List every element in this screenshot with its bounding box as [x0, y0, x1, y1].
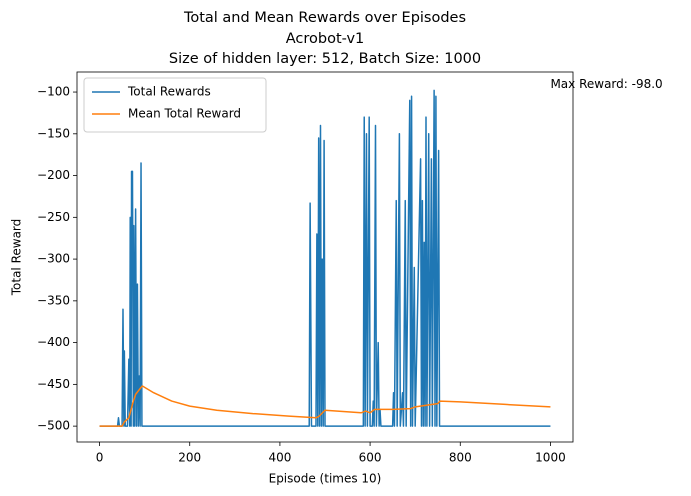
y-tick-label: −450	[37, 377, 70, 391]
series-line	[99, 89, 551, 427]
y-axis-label: Total Reward	[10, 219, 24, 297]
y-tick-label: −100	[37, 85, 70, 99]
y-tick-label: −300	[37, 252, 70, 266]
x-tick-label: 200	[178, 451, 201, 465]
chart-subtitle: Size of hidden layer: 512, Batch Size: 1…	[169, 51, 481, 67]
x-axis-label: Episode (times 10)	[269, 472, 382, 486]
x-tick-label: 600	[359, 451, 382, 465]
plot-frame	[76, 71, 574, 443]
x-tick-label: 400	[268, 451, 291, 465]
x-tick-label: 800	[449, 451, 472, 465]
y-tick-label: −400	[37, 335, 70, 349]
x-tick-label: 0	[96, 451, 104, 465]
y-tick-label: −500	[37, 419, 70, 433]
y-tick-label: −250	[37, 210, 70, 224]
legend-label: Mean Total Reward	[128, 107, 241, 121]
y-tick-label: −200	[37, 168, 70, 182]
series-line	[99, 385, 551, 427]
y-tick-label: −150	[37, 126, 70, 140]
legend-label: Total Rewards	[127, 85, 211, 99]
annotation: Max Reward: -98.0	[550, 77, 662, 91]
legend: Total Rewards Mean Total Reward	[83, 77, 267, 133]
y-tick-label: −350	[37, 293, 70, 307]
legend-box	[83, 77, 267, 133]
x-tick-label: 1000	[535, 451, 566, 465]
chart-title: Total and Mean Rewards over Episodes	[183, 10, 466, 26]
chart-subtitle: Acrobot-v1	[286, 31, 365, 47]
